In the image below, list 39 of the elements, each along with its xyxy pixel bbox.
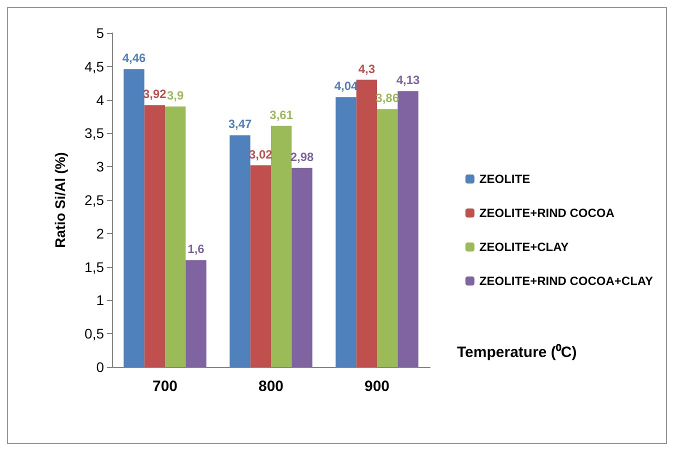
y-tick-label: 1 <box>96 292 104 308</box>
bar <box>398 91 418 367</box>
bar <box>124 69 144 367</box>
y-axis-title: Ratio Si/Al (%) <box>52 152 68 248</box>
x-axis-title: Temperature (⁰C) <box>457 343 577 361</box>
bar <box>271 126 292 367</box>
y-tick-label: 0,5 <box>84 326 104 342</box>
data-label: 3,9 <box>166 88 184 102</box>
y-tick-label: 1,5 <box>84 258 104 275</box>
bar <box>250 165 271 367</box>
bar <box>356 80 377 367</box>
data-label: 3,47 <box>228 117 252 132</box>
x-tick-label: 700 <box>152 378 178 395</box>
legend-label: ZEOLITE+CLAY <box>479 240 569 254</box>
y-tick-label: 2,5 <box>84 192 104 208</box>
bar <box>165 106 186 367</box>
y-tick-label: 0 <box>96 359 104 375</box>
legend-label: ZEOLITE+RIND COCOA+CLAY <box>479 274 653 288</box>
data-label: 3,61 <box>270 108 294 122</box>
x-tick-label: 900 <box>364 378 390 395</box>
data-label: 4,13 <box>396 73 420 88</box>
bar <box>230 135 250 367</box>
y-tick-label: 3,5 <box>84 125 104 142</box>
bar <box>377 109 398 367</box>
bar <box>144 105 165 367</box>
data-label: 1,6 <box>188 242 205 256</box>
y-tick-label: 2 <box>96 225 104 242</box>
data-label: 4,46 <box>122 51 146 66</box>
y-tick-label: 3 <box>96 158 104 175</box>
legend-label: ZEOLITE+RIND COCOA <box>479 206 615 220</box>
bar <box>336 97 356 367</box>
x-tick-label: 800 <box>258 378 284 395</box>
y-tick-label: 4 <box>96 92 104 108</box>
data-label: 4,3 <box>358 62 376 76</box>
y-tick-label: 5 <box>96 25 104 41</box>
bar <box>292 168 312 367</box>
bar <box>186 260 206 367</box>
y-tick-label: 4,5 <box>84 58 104 74</box>
legend-label: ZEOLITE <box>479 172 530 186</box>
